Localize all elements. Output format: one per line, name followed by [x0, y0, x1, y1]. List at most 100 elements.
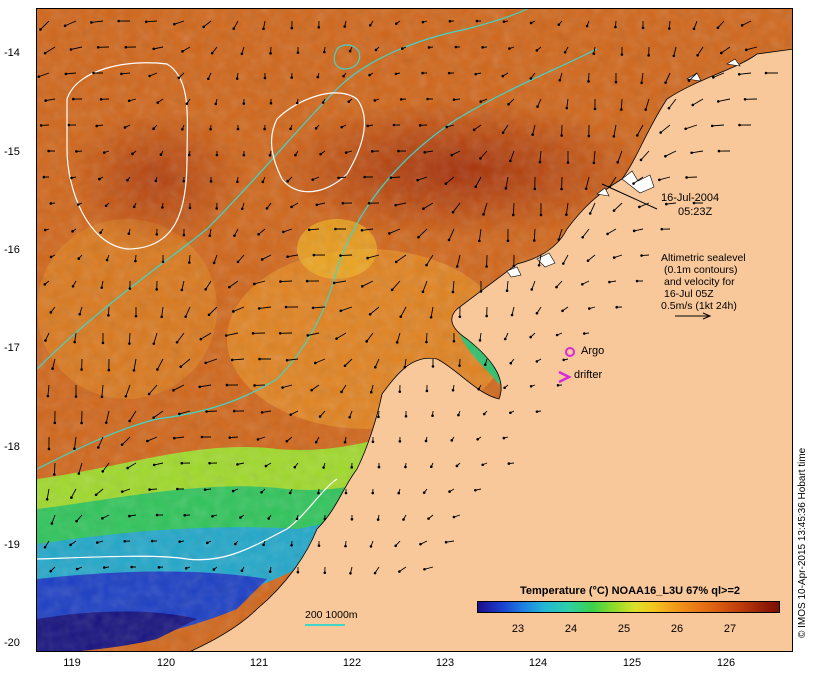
velocity-arrow-head [295, 517, 299, 521]
velocity-arrow-head [314, 127, 318, 130]
velocity-arrow-head [447, 71, 451, 75]
velocity-arrow [641, 72, 644, 83]
velocity-arrow [538, 254, 542, 266]
velocity-arrow [693, 20, 698, 29]
velocity-arrow-head [69, 48, 73, 51]
velocity-arrow-head [286, 179, 289, 183]
velocity-arrow-head [431, 365, 435, 368]
velocity-arrow-head [692, 27, 696, 31]
velocity-arrow-head [263, 127, 266, 131]
velocity-arrow-head [101, 517, 104, 520]
velocity-arrow [506, 280, 509, 291]
velocity-arrow-head [419, 542, 422, 546]
velocity-arrow-head [404, 414, 408, 418]
velocity-arrow-head [450, 439, 454, 442]
velocity-arrow-head [74, 395, 78, 398]
altimetry-note: and velocity for [664, 276, 735, 288]
velocity-arrow-head [184, 566, 188, 570]
velocity-arrow-head [224, 334, 228, 337]
velocity-arrow [47, 384, 50, 397]
lat-tick-label: -20 [4, 637, 20, 649]
velocity-arrow-head [120, 72, 123, 76]
velocity-arrow-head [127, 232, 131, 235]
velocity-arrow-head [239, 516, 242, 519]
velocity-arrow-head [451, 290, 455, 294]
velocity-arrow-head [123, 126, 127, 129]
velocity-arrow [665, 150, 677, 157]
velocity-arrow-head [426, 97, 429, 101]
velocity-arrow-head [429, 315, 433, 319]
velocity-arrow-head [233, 234, 236, 237]
velocity-arrow [391, 280, 401, 291]
velocity-arrow [697, 46, 704, 56]
velocity-arrow [446, 540, 455, 543]
argo-marker[interactable] [565, 347, 575, 357]
velocity-arrow-head [260, 411, 264, 414]
velocity-arrow-head [417, 235, 420, 239]
velocity-arrow [237, 254, 245, 263]
velocity-arrow-head [369, 390, 373, 394]
velocity-arrow-head [73, 447, 76, 450]
lon-tick-label: 122 [342, 657, 362, 669]
velocity-arrow [395, 254, 407, 263]
velocity-arrow [334, 280, 347, 284]
velocity-arrow-head [691, 103, 695, 107]
velocity-arrow-head [366, 124, 369, 128]
velocity-arrow-head [343, 25, 347, 28]
velocity-arrow-head [344, 491, 348, 495]
velocity-arrow [396, 332, 401, 343]
velocity-arrow-head [368, 312, 372, 316]
velocity-arrow-head [531, 133, 534, 136]
velocity-arrow-head [764, 71, 768, 75]
velocity-arrow [367, 254, 380, 259]
velocity-arrow-head [260, 490, 263, 494]
velocity-arrow [262, 410, 272, 413]
velocity-arrow [205, 358, 218, 364]
velocity-arrow-head [455, 265, 459, 268]
velocity-arrow-head [530, 288, 534, 291]
velocity-arrow-head [427, 46, 431, 49]
velocity-arrow-head [482, 213, 485, 216]
velocity-arrow-head [296, 570, 300, 574]
velocity-arrow-head [373, 365, 377, 369]
velocity-arrow-head [485, 314, 488, 318]
velocity-arrow-head [421, 20, 425, 24]
velocity-arrow [147, 436, 158, 442]
velocity-arrow-head [231, 489, 235, 493]
velocity-arrow [45, 332, 50, 341]
velocity-arrow-head [561, 309, 564, 313]
velocity-arrow-head [155, 233, 159, 236]
velocity-arrow-head [390, 288, 394, 292]
drifter-marker[interactable] [558, 370, 572, 384]
velocity-arrow-head [536, 105, 539, 108]
velocity-arrow-head [474, 185, 478, 189]
velocity-arrow-head [565, 213, 568, 216]
velocity-arrow-head [429, 465, 433, 468]
velocity-arrow-head [180, 288, 184, 292]
velocity-arrow [537, 98, 542, 107]
velocity-arrow-head [511, 213, 515, 217]
velocity-arrow-head [335, 337, 338, 340]
velocity-arrow [316, 202, 326, 206]
velocity-arrow-head [394, 72, 398, 76]
velocity-arrow-head [427, 517, 430, 520]
velocity-arrow-head [288, 491, 292, 495]
velocity-arrow-head [207, 313, 211, 317]
velocity-arrow-head [181, 50, 184, 53]
velocity-arrow-head [131, 152, 134, 156]
velocity-arrow-head [667, 106, 671, 110]
velocity-arrow-head [128, 514, 131, 518]
velocity-arrow-head [395, 341, 399, 344]
velocity-arrow [718, 98, 731, 102]
velocity-arrow-head [117, 19, 120, 23]
velocity-arrow [607, 228, 617, 235]
velocity-arrow [51, 514, 56, 524]
velocity-arrow [717, 20, 725, 29]
velocity-arrow-head [150, 539, 154, 543]
velocity-arrow [261, 254, 272, 260]
velocity-arrow-head [284, 305, 288, 309]
velocity-arrow-head [472, 128, 476, 132]
velocity-arrow-head [128, 419, 131, 423]
sst-map[interactable] [36, 8, 793, 652]
velocity-arrow-head [505, 289, 509, 293]
